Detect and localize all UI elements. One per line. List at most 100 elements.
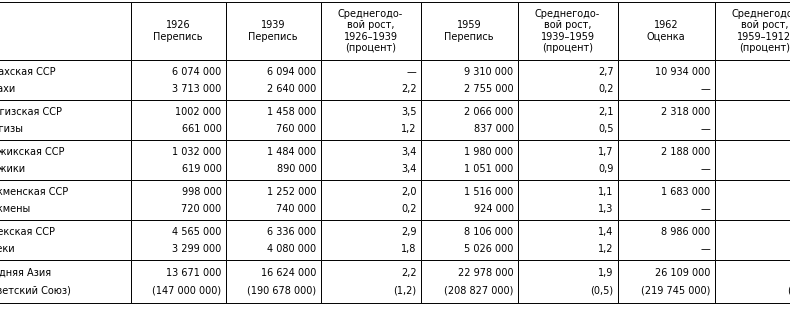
Text: 2 066 000: 2 066 000 [465, 107, 514, 117]
Bar [0, 2, 130, 60]
Bar [517, 100, 618, 140]
Text: 16 624 000: 16 624 000 [261, 268, 317, 278]
Text: 4 565 000: 4 565 000 [172, 227, 221, 237]
Bar [130, 2, 225, 60]
Bar [714, 100, 790, 140]
Text: 2,7: 2,7 [598, 67, 614, 77]
Text: 4 080 000: 4 080 000 [267, 244, 317, 254]
Text: (0,5): (0,5) [590, 286, 614, 296]
Bar [714, 220, 790, 260]
Bar [714, 60, 790, 100]
Text: 1 252 000: 1 252 000 [267, 187, 317, 197]
Bar [420, 100, 517, 140]
Text: 1939
Перепись: 1939 Перепись [248, 20, 298, 42]
Text: —: — [701, 84, 710, 94]
Text: 1,7: 1,7 [598, 147, 614, 157]
Text: 1 980 000: 1 980 000 [465, 147, 514, 157]
Bar [0, 60, 130, 100]
Bar [225, 220, 321, 260]
Text: 0,9: 0,9 [598, 164, 614, 174]
Text: 1 032 000: 1 032 000 [172, 147, 221, 157]
Text: (Советский Союз): (Советский Союз) [0, 286, 70, 296]
Text: Таджики: Таджики [0, 164, 25, 174]
Text: 8 106 000: 8 106 000 [465, 227, 514, 237]
Text: —: — [701, 124, 710, 134]
Bar [517, 140, 618, 180]
Bar [618, 2, 714, 60]
Text: 2 755 000: 2 755 000 [464, 84, 514, 94]
Bar [714, 260, 790, 303]
Text: 924 000: 924 000 [473, 204, 514, 214]
Bar [420, 260, 517, 303]
Bar [225, 140, 321, 180]
Bar [517, 180, 618, 220]
Bar [0, 180, 130, 220]
Bar [0, 100, 130, 140]
Text: 998 000: 998 000 [182, 187, 221, 197]
Text: 9 310 000: 9 310 000 [465, 67, 514, 77]
Text: 2,1: 2,1 [598, 107, 614, 117]
Bar [130, 140, 225, 180]
Text: Среднегодо-
вой рост,
1959–1912
(процент): Среднегодо- вой рост, 1959–1912 (процент… [732, 9, 790, 53]
Text: Казахи: Казахи [0, 84, 16, 94]
Text: 6 336 000: 6 336 000 [267, 227, 317, 237]
Text: 619 000: 619 000 [182, 164, 221, 174]
Text: 22 978 000: 22 978 000 [458, 268, 514, 278]
Text: (147 000 000): (147 000 000) [152, 286, 221, 296]
Text: 13 671 000: 13 671 000 [166, 268, 221, 278]
Text: Туркменская ССР: Туркменская ССР [0, 187, 69, 197]
Text: 1 683 000: 1 683 000 [661, 187, 710, 197]
Text: 8 986 000: 8 986 000 [661, 227, 710, 237]
Text: 2,9: 2,9 [401, 227, 416, 237]
Bar [0, 140, 130, 180]
Text: 2,2: 2,2 [401, 84, 416, 94]
Text: 720 000: 720 000 [182, 204, 221, 214]
Bar [618, 100, 714, 140]
Text: Среднегодо-
вой рост,
1926–1939
(процент): Среднегодо- вой рост, 1926–1939 (процент… [338, 9, 403, 53]
Bar [714, 140, 790, 180]
Text: 1 516 000: 1 516 000 [465, 187, 514, 197]
Bar [420, 60, 517, 100]
Bar [321, 220, 420, 260]
Bar [618, 180, 714, 220]
Text: Среднегодо-
вой рост,
1939–1959
(процент): Среднегодо- вой рост, 1939–1959 (процент… [535, 9, 600, 53]
Text: 760 000: 760 000 [276, 124, 317, 134]
Bar [517, 2, 618, 60]
Text: 890 000: 890 000 [276, 164, 317, 174]
Bar [130, 260, 225, 303]
Bar [517, 260, 618, 303]
Text: 1 051 000: 1 051 000 [465, 164, 514, 174]
Bar [225, 180, 321, 220]
Bar [321, 60, 420, 100]
Text: (219 745 000): (219 745 000) [641, 286, 710, 296]
Text: Киргизская ССР: Киргизская ССР [0, 107, 62, 117]
Text: 26 109 000: 26 109 000 [655, 268, 710, 278]
Text: 661 000: 661 000 [182, 124, 221, 134]
Bar [321, 2, 420, 60]
Text: 0,2: 0,2 [598, 84, 614, 94]
Text: 1,2: 1,2 [598, 244, 614, 254]
Text: 1962
Оценка: 1962 Оценка [647, 20, 685, 42]
Bar [618, 260, 714, 303]
Bar [225, 2, 321, 60]
Text: 3,4: 3,4 [401, 164, 416, 174]
Text: 5 026 000: 5 026 000 [465, 244, 514, 254]
Text: 2 318 000: 2 318 000 [661, 107, 710, 117]
Bar [130, 220, 225, 260]
Bar [130, 100, 225, 140]
Text: —: — [407, 67, 416, 77]
Bar [225, 100, 321, 140]
Text: Средняя Азия: Средняя Азия [0, 268, 51, 278]
Text: 2,2: 2,2 [401, 268, 416, 278]
Text: (1,8): (1,8) [788, 286, 790, 296]
Bar [517, 60, 618, 100]
Text: (208 827 000): (208 827 000) [444, 286, 514, 296]
Text: 1,9: 1,9 [598, 268, 614, 278]
Text: 6 074 000: 6 074 000 [172, 67, 221, 77]
Bar [714, 180, 790, 220]
Bar [225, 60, 321, 100]
Text: 1,8: 1,8 [401, 244, 416, 254]
Text: Таджикская ССР: Таджикская ССР [0, 147, 65, 157]
Bar [130, 180, 225, 220]
Bar [420, 2, 517, 60]
